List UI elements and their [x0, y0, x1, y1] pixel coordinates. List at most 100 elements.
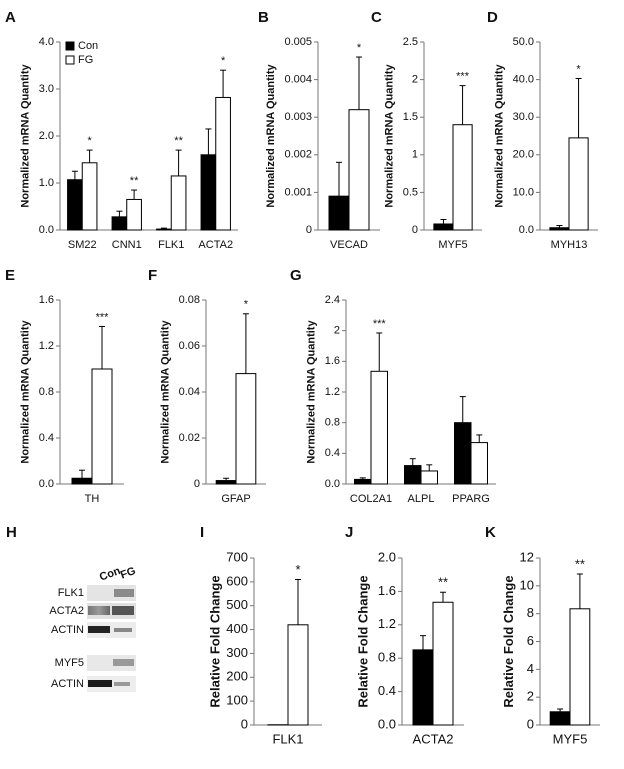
legend-swatch	[65, 55, 75, 65]
error-bar	[476, 434, 483, 443]
row-label: ACTA2	[49, 605, 84, 617]
panel-label: G	[290, 267, 302, 284]
blot-band	[88, 626, 110, 633]
blot-band	[114, 628, 132, 632]
x-tick-label: PPARG	[452, 493, 490, 505]
y-tick-label: 1.0	[39, 177, 54, 189]
y-tick-label: 10	[520, 577, 534, 592]
error-bar	[336, 161, 342, 197]
bar	[370, 370, 388, 485]
y-axis-label: Relative Fold Change	[356, 575, 371, 707]
bar	[420, 470, 438, 485]
significance: **	[575, 556, 585, 571]
error-bar	[575, 77, 582, 138]
chart: E 0.0 0.4 0.8 1.2 1.6 Normalized mRNA Quantity…	[5, 267, 124, 505]
y-tick-label: 2.0	[39, 130, 54, 142]
error-bar	[426, 464, 433, 471]
y-tick-label: 100	[226, 693, 248, 708]
y-tick-label: 700	[226, 549, 248, 564]
error-bar	[131, 189, 138, 200]
panel-label: D	[487, 9, 498, 26]
panel-label: A	[5, 9, 16, 26]
error-bar	[242, 313, 249, 374]
y-tick-label: 0.001	[284, 186, 312, 198]
y-tick-label: 50.0	[513, 36, 534, 48]
y-tick-label: 0.002	[284, 149, 312, 161]
chart: J 0.0 0.4 0.8 1.2 1.6 2.0 Relative Fold Change A…	[345, 524, 464, 746]
y-tick-label: 1.2	[378, 616, 396, 631]
x-tick-label: MYF5	[553, 731, 588, 746]
bar	[71, 477, 93, 485]
error-bar	[175, 149, 182, 176]
y-tick-label: 0.8	[325, 417, 340, 429]
bar	[549, 227, 570, 231]
y-tick-label: 2	[527, 689, 534, 704]
y-tick-label: 0.0	[325, 478, 340, 490]
legend-swatch	[65, 41, 75, 51]
y-tick-label: 2.0	[378, 549, 396, 564]
error-bar	[79, 469, 85, 479]
legend-label: Con	[78, 40, 98, 52]
significance: *	[87, 135, 92, 147]
y-axis-label: Normalized mRNA Quantity	[305, 320, 317, 464]
y-tick-label: 0.02	[179, 432, 200, 444]
error-bar	[220, 69, 227, 98]
y-tick-label: 0.08	[179, 294, 200, 306]
chart: B 0 0.001 0.002 0.003 0.004 0.005 Normalized mR…	[258, 9, 380, 251]
y-tick-label: 0.8	[39, 386, 54, 398]
y-tick-label: 0.06	[179, 340, 200, 352]
y-tick-label: 300	[226, 645, 248, 660]
x-tick-label: SM22	[68, 239, 97, 251]
y-tick-label: 4	[527, 661, 534, 676]
y-tick-label: 20.0	[513, 149, 534, 161]
error-bar	[409, 458, 416, 466]
y-tick-label: 0.0	[378, 716, 396, 731]
bar	[433, 223, 454, 231]
y-tick-label: 8	[527, 605, 534, 620]
y-tick-label: 0.003	[284, 111, 312, 123]
y-tick-label: 6	[527, 633, 534, 648]
y-tick-label: 0	[241, 716, 248, 731]
bar	[91, 368, 113, 485]
bar	[454, 422, 472, 485]
x-tick-label: COL2A1	[350, 493, 392, 505]
bar	[111, 216, 128, 231]
bar	[404, 465, 422, 485]
bar	[156, 228, 172, 231]
row-label: FLK1	[58, 587, 84, 599]
y-tick-label: 0	[527, 716, 534, 731]
bar	[568, 137, 589, 231]
y-tick-label: 400	[226, 621, 248, 636]
y-tick-label: 0.0	[39, 478, 54, 490]
y-tick-label: 2.5	[403, 36, 418, 48]
row-label: MYF5	[55, 657, 84, 669]
blot-panel: H Con FG FLK1 ACTA2 ACTIN MYF5 ACTIN	[6, 524, 137, 692]
error-bar	[459, 85, 466, 125]
x-tick-label: GFAP	[221, 493, 250, 505]
legend-label: FG	[78, 54, 93, 66]
chart: C 0 0.5 1 1.5 2 2.5 Normalized mRNA Quantity MYF…	[371, 9, 482, 251]
x-tick-label: MYF5	[438, 239, 467, 251]
bar	[348, 109, 370, 231]
chart: G 0.0 0.4 0.8 1.2 1.6 2 2.4 Normalized mRNA Quan…	[290, 267, 496, 505]
y-axis-label: Normalized mRNA Quantity	[19, 64, 31, 208]
y-tick-label: 0.8	[378, 650, 396, 665]
y-tick-label: 0.04	[179, 386, 200, 398]
error-bar	[459, 396, 466, 423]
x-tick-label: ACTA2	[198, 239, 233, 251]
blot-band	[112, 606, 134, 615]
bar	[354, 478, 372, 485]
x-tick-label: ALPL	[408, 493, 435, 505]
significance: *	[244, 299, 249, 311]
error-bar	[116, 210, 123, 217]
error-bar	[160, 227, 167, 230]
y-tick-label: 1.2	[39, 340, 54, 352]
y-tick-label: 1	[412, 149, 418, 161]
bar	[569, 608, 591, 726]
y-tick-label: 2	[334, 325, 340, 337]
panel-label: C	[371, 9, 382, 26]
y-tick-label: 1.6	[325, 355, 340, 367]
